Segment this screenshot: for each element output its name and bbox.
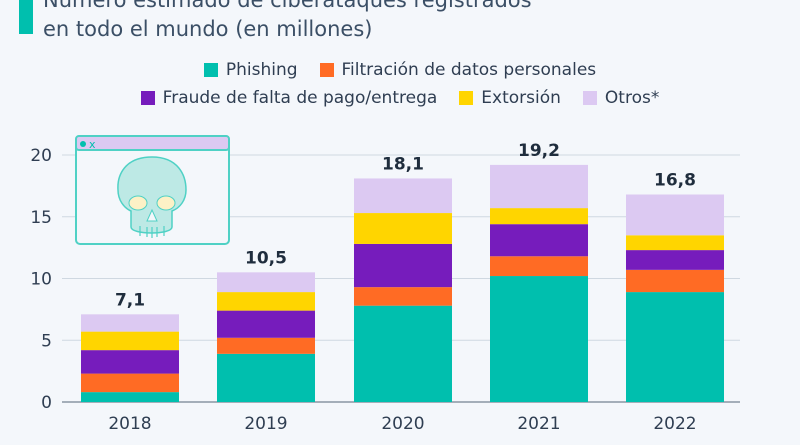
- bar-segment-2022-0: [626, 292, 724, 402]
- total-label: 16,8: [654, 171, 696, 191]
- x-tick-label: 2022: [653, 414, 696, 434]
- legend-row-2: Fraude de falta de pago/entrega Extorsió…: [0, 88, 800, 108]
- legend-item-extorsion: Extorsión: [459, 88, 561, 108]
- bar-segment-2021-1: [490, 256, 588, 277]
- bar-segment-2020-1: [354, 287, 452, 306]
- bar-segment-2021-0: [490, 276, 588, 402]
- legend-swatch: [203, 63, 218, 77]
- y-tick-label: 20: [30, 146, 52, 166]
- y-tick-label: 10: [30, 270, 52, 290]
- bar-segment-2022-3: [626, 235, 724, 251]
- title-line-1: Número estimado de ciberataques registra…: [43, 0, 532, 12]
- skull-browser-window-icon: x: [75, 135, 230, 245]
- bar-segment-2021-4: [490, 164, 588, 209]
- bar-segment-2021-3: [490, 208, 588, 225]
- legend-item-filtracion: Filtración de datos personales: [319, 60, 597, 80]
- y-tick-label: 5: [41, 331, 52, 351]
- y-tick-label: 15: [30, 208, 52, 228]
- legend-label: Otros*: [604, 88, 660, 108]
- legend-item-fraude: Fraude de falta de pago/entrega: [140, 88, 438, 108]
- legend-label: Fraude de falta de pago/entrega: [162, 88, 438, 108]
- legend-item-otros: Otros*: [582, 88, 660, 108]
- x-tick-label: 2021: [517, 414, 560, 434]
- title-accent-bar: [19, 0, 33, 34]
- legend-label: Extorsión: [481, 88, 561, 108]
- legend-swatch: [319, 63, 334, 77]
- bar-segment-2019-0: [217, 353, 315, 402]
- bar-segment-2020-0: [354, 305, 452, 402]
- legend-swatch: [140, 91, 155, 105]
- legend-swatch: [582, 91, 597, 105]
- bar-segment-2018-1: [81, 373, 179, 393]
- bar-segment-2022-1: [626, 269, 724, 293]
- bar-segment-2021-2: [490, 224, 588, 257]
- bar-segment-2022-2: [626, 250, 724, 270]
- bar-segment-2020-4: [354, 178, 452, 214]
- total-label: 7,1: [115, 290, 145, 310]
- bar-segment-2020-2: [354, 243, 452, 288]
- legend-swatch: [459, 91, 474, 105]
- bar-segment-2022-4: [626, 194, 724, 236]
- x-tick-label: 2018: [108, 414, 151, 434]
- window-close-label: x: [89, 138, 96, 151]
- x-tick-label: 2019: [244, 414, 287, 434]
- title-line-2: en todo el mundo (en millones): [43, 17, 373, 41]
- bar-segment-2019-1: [217, 337, 315, 354]
- total-label: 19,2: [518, 141, 560, 161]
- bar-segment-2018-2: [81, 350, 179, 374]
- legend-label: Filtración de datos personales: [341, 60, 597, 80]
- x-tick-label: 2020: [381, 414, 424, 434]
- legend-label: Phishing: [225, 60, 298, 80]
- total-label: 18,1: [382, 154, 424, 174]
- bar-segment-2020-3: [354, 213, 452, 244]
- bar-segment-2018-3: [81, 331, 179, 351]
- total-label: 10,5: [245, 248, 287, 268]
- bar-segment-2019-2: [217, 310, 315, 338]
- bar-segment-2019-4: [217, 272, 315, 293]
- y-tick-label: 0: [41, 393, 52, 413]
- legend-item-phishing: Phishing: [203, 60, 298, 80]
- bar-segment-2018-4: [81, 314, 179, 332]
- bar-segment-2019-3: [217, 292, 315, 311]
- legend-row-1: Phishing Filtración de datos personales: [0, 60, 800, 80]
- bar-segment-2018-0: [81, 392, 179, 402]
- chart-title: Número estimado de ciberataques registra…: [43, 0, 532, 44]
